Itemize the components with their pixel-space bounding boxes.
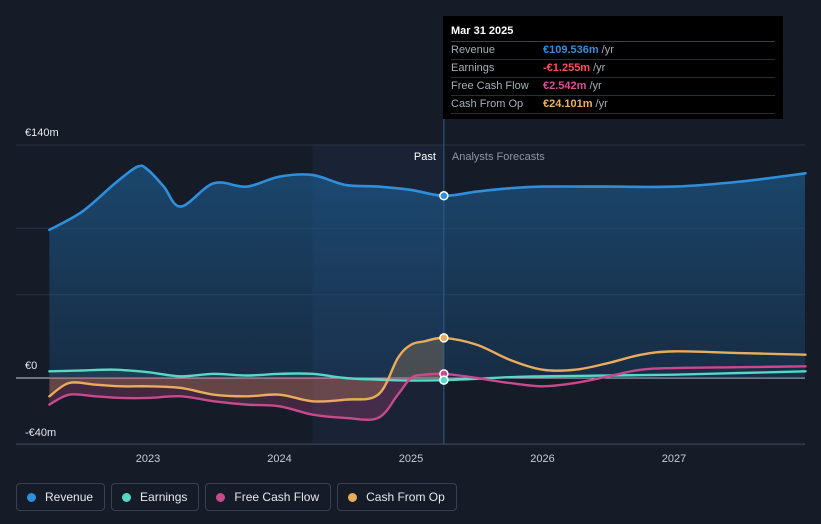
legend-dot-icon [348,492,358,502]
tooltip-label: Revenue [451,44,496,56]
tooltip-row-earnings: Earnings -€1.255m/yr [451,60,775,78]
legend-dot-icon [122,492,132,502]
legend-dot-icon [27,492,36,502]
legend-item-cash-from-op[interactable]: Cash From Op [337,483,457,511]
legend: Revenue Earnings Free Cash Flow Cash Fro… [16,483,463,511]
area-revenue [49,165,805,378]
forecast-label: Analysts Forecasts [452,151,545,163]
tooltip-value: -€1.255m/yr [543,62,606,74]
x-tick-label: 2023 [136,453,160,465]
tooltip-value: €2.542m/yr [543,80,602,92]
line-free-cash-flow [48,365,807,421]
x-tick-label: 2026 [530,453,554,465]
y-tick-label: €140m [25,127,59,139]
tooltip: Mar 31 2025 Revenue €109.536m/yr Earning… [443,16,783,119]
tooltip-label: Earnings [451,62,495,74]
marker-cash-from-op [439,333,449,343]
marker-revenue [439,191,449,201]
past-label: Past [414,151,436,163]
tooltip-label: Cash From Op [451,98,524,110]
tooltip-row-cash-from-op: Cash From Op €24.101m/yr [451,96,775,114]
legend-item-revenue[interactable]: Revenue [16,483,106,511]
tooltip-value: €109.536m/yr [543,44,614,56]
legend-dot-icon [216,492,226,502]
legend-label: Cash From Op [366,490,445,504]
tooltip-row-revenue: Revenue €109.536m/yr [451,42,775,60]
y-tick-label: €0 [25,360,37,372]
line-revenue [48,164,807,232]
legend-label: Revenue [45,490,94,504]
tooltip-label: Free Cash Flow [451,80,529,92]
legend-item-free-cash-flow[interactable]: Free Cash Flow [205,483,332,511]
tooltip-value: €24.101m/yr [543,98,608,110]
tooltip-row-free-cash-flow: Free Cash Flow €2.542m/yr [451,78,775,96]
line-cash-from-op [48,336,807,403]
x-tick-label: 2024 [267,453,291,465]
legend-label: Free Cash Flow [234,490,320,504]
legend-label: Earnings [140,490,188,504]
legend-item-earnings[interactable]: Earnings [111,483,200,511]
x-tick-label: 2027 [662,453,686,465]
marker-earnings [439,375,449,385]
tooltip-date: Mar 31 2025 [451,24,775,42]
x-tick-label: 2025 [399,453,423,465]
y-tick-label: -€40m [25,427,56,439]
